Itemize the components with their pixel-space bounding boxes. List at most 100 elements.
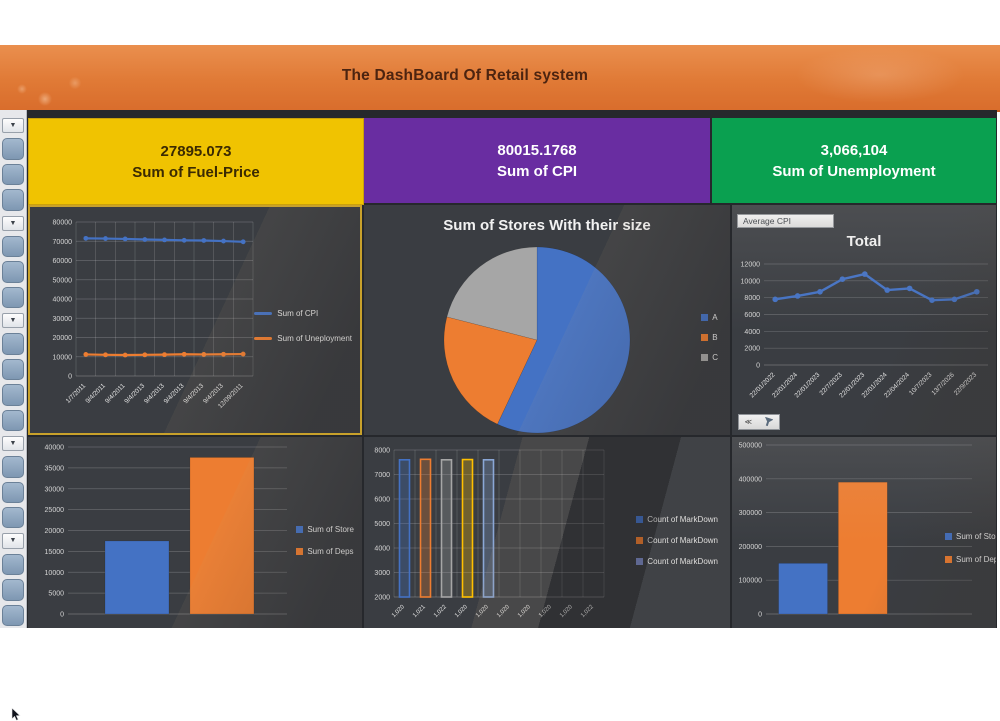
legend-item: A <box>701 313 718 322</box>
legend-swatch <box>701 354 709 361</box>
chart-plot-area: 0 5000 10000 15000 20000 25000 30000 35000 40000 <box>45 445 287 619</box>
slicer-scroll-button[interactable] <box>2 409 24 431</box>
legend-item: Count of MarkDown <box>636 515 718 524</box>
bar <box>461 458 474 598</box>
legend-item: Count of MarkDown <box>636 557 718 566</box>
data-point-marker <box>240 351 246 357</box>
slicer-dropdown-button[interactable]: ▼ <box>2 118 24 134</box>
slicer-scroll-button[interactable] <box>2 261 24 283</box>
legend-item: Sum of Store <box>296 525 354 534</box>
y-axis-tick-label: 0 <box>68 374 72 381</box>
y-axis-tick-label: 70000 <box>53 239 73 246</box>
data-point-marker <box>162 352 167 358</box>
legend-label: Sum of Deps <box>307 547 354 556</box>
legend-item: Sum of Deps <box>296 547 354 556</box>
slicer-scroll-button[interactable] <box>2 384 24 406</box>
y-axis-tick-label: 25000 <box>45 507 65 514</box>
slicer-scroll-button[interactable] <box>2 507 24 529</box>
legend-swatch <box>945 533 952 540</box>
chart-legend: A B C <box>701 313 718 362</box>
data-point-marker <box>817 288 823 295</box>
pivot-field-button[interactable]: Average CPI <box>737 214 834 228</box>
slicer-scroll-button[interactable] <box>2 553 24 576</box>
x-axis-tick-label: 9/4/2013 <box>143 382 166 405</box>
data-point-marker <box>221 351 226 357</box>
legend-swatch <box>636 558 644 565</box>
chart-plot-area <box>443 246 631 434</box>
legend-label: Sum of Sto <box>956 532 996 541</box>
slicer-rail: ▼ ▼ ▼ ▼ ▼ <box>0 110 27 628</box>
y-axis-tick-label: 30000 <box>45 486 65 493</box>
slicer-scroll-button[interactable] <box>2 456 24 478</box>
data-point-marker <box>929 297 935 303</box>
data-point-marker <box>181 237 187 243</box>
y-axis-tick-label: 3000 <box>374 570 390 577</box>
x-axis-tick-label: 1/7/2011 <box>65 382 88 405</box>
kpi-card-unemployment: 3,066,104 Sum of Unemployment <box>712 118 996 203</box>
chart-legend: Count of MarkDown Count of MarkDown Count … <box>636 515 718 566</box>
data-point-marker <box>181 351 187 357</box>
y-axis-tick-label: 6000 <box>744 312 760 319</box>
legend-swatch <box>636 537 644 544</box>
slicer-scroll-button[interactable] <box>2 358 24 381</box>
legend-label: Sum of Dep <box>956 555 996 564</box>
legend-item: Sum of Dep <box>945 555 996 564</box>
kpi-value: 27895.073 <box>160 142 232 160</box>
slicer-dropdown-button[interactable]: ▼ <box>2 533 24 549</box>
kpi-label: Sum of Unemployment <box>772 162 936 180</box>
slicer-dropdown-button[interactable]: ▼ <box>2 215 24 231</box>
x-axis-tick-label: 13/7/2026 <box>930 371 956 397</box>
data-point-marker <box>162 237 167 243</box>
filter-widget[interactable]: ≪ <box>738 414 780 430</box>
y-axis-tick-label: 0 <box>60 612 64 619</box>
bar <box>398 458 411 598</box>
slicer-dropdown-button[interactable]: ▼ <box>2 313 24 329</box>
legend-label: B <box>712 333 718 342</box>
data-point-marker <box>103 352 108 358</box>
x-axis-tick-label: 9/4/2013 <box>182 382 205 405</box>
data-point-marker <box>142 352 148 358</box>
data-point-marker <box>839 276 846 282</box>
line-series <box>775 272 978 302</box>
y-axis-tick-label: 5000 <box>48 591 64 598</box>
slicer-scroll-button[interactable] <box>2 138 24 160</box>
clear-filter-icon[interactable] <box>763 417 774 427</box>
bar <box>104 540 170 615</box>
legend-swatch <box>945 556 952 563</box>
legend-item: Sum of CPI <box>254 309 352 318</box>
collapse-button[interactable]: ≪ <box>744 419 752 426</box>
legend-swatch <box>296 548 304 555</box>
slicer-scroll-button[interactable] <box>2 189 24 211</box>
bar <box>778 563 828 615</box>
slicer-scroll-button[interactable] <box>2 286 24 309</box>
legend-swatch <box>254 312 273 315</box>
cpi-unemployment-line-chart: 0 10000 20000 30000 40000 50000 60000 70000 8000… <box>28 205 362 435</box>
data-point-marker <box>951 296 958 303</box>
slicer-scroll-button[interactable] <box>2 579 24 601</box>
y-axis-tick-label: 80000 <box>53 220 73 227</box>
data-point-marker <box>83 235 89 241</box>
kpi-card-cpi: 80015.1768 Sum of CPI <box>364 118 710 203</box>
y-axis-tick-label: 35000 <box>45 465 65 472</box>
pie-slice-a <box>497 246 631 434</box>
y-axis-tick-label: 0 <box>756 363 760 370</box>
dashboard-header: The DashBoard Of Retail system <box>0 45 1000 112</box>
retail-dashboard-screen: The DashBoard Of Retail system ▼ ▼ ▼ ▼ ▼ 278… <box>0 45 1000 721</box>
slicer-scroll-button[interactable] <box>2 333 24 355</box>
y-axis-tick-label: 20000 <box>53 335 73 342</box>
slicer-scroll-button[interactable] <box>2 604 24 626</box>
data-point-marker <box>906 285 913 292</box>
slicer-scroll-button[interactable] <box>2 163 24 186</box>
y-axis-tick-label: 100000 <box>739 578 762 585</box>
legend-label: Count of MarkDown <box>647 515 718 524</box>
y-axis-tick-label: 10000 <box>53 354 73 361</box>
kpi-label: Sum of Fuel-Price <box>132 163 260 181</box>
y-axis-tick-label: 2000 <box>374 595 390 602</box>
slicer-scroll-button[interactable] <box>2 481 24 504</box>
x-axis-tick-label: 1,020 <box>391 604 406 619</box>
stores-size-pie-chart: Sum of Stores With their size A B C <box>364 205 730 435</box>
x-axis-tick-label: 9/4/2013 <box>123 382 146 405</box>
y-axis-tick-label: 300000 <box>739 510 762 517</box>
slicer-scroll-button[interactable] <box>2 235 24 258</box>
slicer-dropdown-button[interactable]: ▼ <box>2 435 24 452</box>
